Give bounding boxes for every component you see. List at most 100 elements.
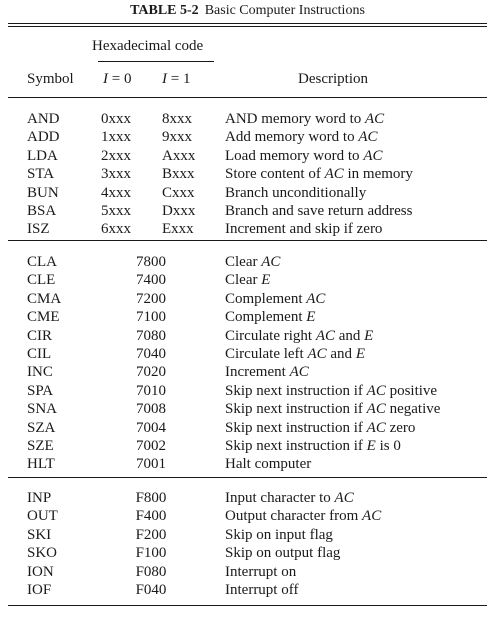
register-var: AC <box>366 419 386 436</box>
instruction-symbol: SNA <box>27 401 58 418</box>
hex-code-i1: Axxx <box>162 147 196 164</box>
register-var: AC <box>366 382 386 399</box>
instruction-row: IOF F040 Interrupt off <box>0 581 495 599</box>
instruction-description: Clear E <box>225 272 271 289</box>
hex-code: F400 <box>135 508 167 525</box>
hex-code: F080 <box>135 563 167 580</box>
instruction-symbol: ION <box>27 563 54 580</box>
instruction-symbol: CLA <box>27 254 57 270</box>
instruction-description: Increment and skip if zero <box>225 221 383 238</box>
hex-code: 7001 <box>136 456 166 473</box>
instruction-symbol: BUN <box>27 184 59 201</box>
instruction-row: ISZ 6xxx Exxx Increment and skip if zero <box>0 220 495 238</box>
instruction-description: Halt computer <box>225 456 312 473</box>
table-title: Basic Computer Instructions <box>204 3 365 18</box>
instruction-symbol: AND <box>27 111 60 127</box>
instruction-symbol: HLT <box>27 456 55 473</box>
hex-code-i0: 5xxx <box>101 203 131 219</box>
hex-code-i0: 4xxx <box>101 184 131 201</box>
instruction-symbol: CME <box>27 309 60 326</box>
hex-code: 7800 <box>136 254 166 270</box>
instruction-symbol: STA <box>27 166 55 183</box>
register-var: AC <box>366 401 386 418</box>
instruction-description: Skip next instruction if AC zero <box>225 419 416 436</box>
instruction-symbol: LDA <box>27 147 58 164</box>
hex-code: 7002 <box>136 438 166 454</box>
instruction-description: Skip next instruction if E is 0 <box>225 438 401 454</box>
hex-code-i1: Bxxx <box>162 166 195 183</box>
header-bottom-rule <box>8 97 487 98</box>
hex-code-i0: 1xxx <box>101 129 131 146</box>
header-i0-var: I <box>103 71 108 87</box>
instruction-symbol: ADD <box>27 129 60 146</box>
instruction-row: INC 7020 Increment AC <box>0 363 495 381</box>
instruction-symbol: INP <box>27 490 52 506</box>
hex-code: F200 <box>135 526 167 543</box>
table-caption: TABLE 5-2 Basic Computer Instructions <box>0 0 495 22</box>
hex-code: 7200 <box>136 290 166 307</box>
header-i1-rest: = 1 <box>167 71 191 87</box>
hex-code: F100 <box>135 545 167 562</box>
instruction-symbol: SKI <box>27 526 52 543</box>
instruction-symbol: CIL <box>27 346 52 362</box>
hex-code: 7400 <box>136 272 166 289</box>
hex-code: 7080 <box>136 327 166 344</box>
instruction-description: Branch unconditionally <box>225 184 367 201</box>
instruction-description: Add memory word to AC <box>225 129 378 146</box>
instruction-row: SKO F100 Skip on output flag <box>0 544 495 562</box>
instruction-description: Store content of AC in memory <box>225 166 413 183</box>
instruction-symbol: SZE <box>27 438 54 454</box>
instruction-row: BUN 4xxx Cxxx Branch unconditionally <box>0 184 495 202</box>
instruction-row: LDA 2xxx Axxx Load memory word to AC <box>0 147 495 165</box>
instruction-description: Circulate left AC and E <box>225 346 365 362</box>
hex-code: 7100 <box>136 309 166 326</box>
instruction-row: CMA 7200 Complement AC <box>0 290 495 308</box>
instruction-row: INP F800 Input character to AC <box>0 489 495 507</box>
hex-code: F040 <box>135 582 167 598</box>
instruction-row: STA 3xxx Bxxx Store content of AC in memory <box>0 165 495 183</box>
hex-code: 7008 <box>136 401 166 418</box>
hex-code-i0: 6xxx <box>101 221 131 238</box>
instruction-row: SZE 7002 Skip next instruction if E is 0 <box>0 437 495 455</box>
instruction-row: CIL 7040 Circulate left AC and E <box>0 345 495 363</box>
instruction-symbol: IOF <box>27 582 52 598</box>
hex-code-underline <box>98 61 214 62</box>
hex-code-i1: 9xxx <box>162 129 192 146</box>
header-i-equals-0: I = 0 <box>103 69 131 89</box>
group-divider-rule <box>8 240 487 241</box>
instruction-description: Branch and save return address <box>225 203 413 219</box>
register-var: E <box>261 272 271 289</box>
register-var: AC <box>315 327 335 344</box>
register-var: AC <box>289 364 309 381</box>
register-var: AC <box>261 254 281 270</box>
instruction-description: Circulate right AC and E <box>225 327 374 344</box>
instruction-symbol: CLE <box>27 272 56 289</box>
instruction-description: Skip next instruction if AC negative <box>225 401 441 418</box>
instruction-row: ADD 1xxx 9xxx Add memory word to AC <box>0 128 495 146</box>
instruction-symbol: CIR <box>27 327 53 344</box>
instruction-description: Increment AC <box>225 364 309 381</box>
hex-code: 7020 <box>136 364 166 381</box>
register-var: E <box>306 309 316 326</box>
hex-code-i1: Exxx <box>162 221 194 238</box>
header-i0-rest: = 0 <box>108 71 132 87</box>
instruction-description: Interrupt off <box>225 582 299 598</box>
instruction-description: Skip on input flag <box>225 526 333 543</box>
instruction-symbol: INC <box>27 364 53 381</box>
register-var: AC <box>362 508 382 525</box>
instruction-symbol: SPA <box>27 382 54 399</box>
hex-code-i1: Dxxx <box>162 203 196 219</box>
instruction-row: SZA 7004 Skip next instruction if AC zero <box>0 419 495 437</box>
instruction-symbol: SZA <box>27 419 56 436</box>
header-symbol: Symbol <box>27 71 74 87</box>
group-divider-rule <box>8 477 487 478</box>
instruction-row: CME 7100 Complement E <box>0 308 495 326</box>
register-var: AC <box>334 490 354 506</box>
instruction-row: SNA 7008 Skip next instruction if AC negat… <box>0 400 495 418</box>
instruction-row: SPA 7010 Skip next instruction if AC posit… <box>0 382 495 400</box>
register-var: AC <box>363 147 383 164</box>
register-var: AC <box>324 166 344 183</box>
instruction-row: HLT 7001 Halt computer <box>0 455 495 473</box>
header-i-equals-1: I = 1 <box>162 69 190 89</box>
